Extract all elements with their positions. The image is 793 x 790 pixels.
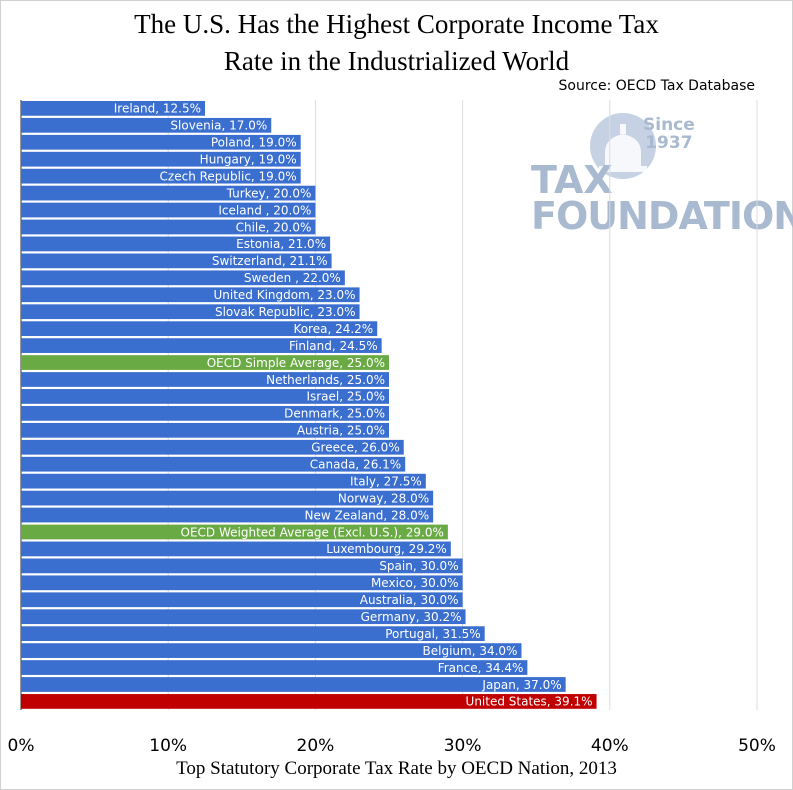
bar-data-label: Netherlands, 25.0% [266, 373, 385, 387]
bar-data-label: Chile, 20.0% [236, 220, 312, 234]
bar [21, 439, 404, 455]
bar-data-label: Australia, 30.0% [360, 593, 459, 607]
x-tick-label: 50% [738, 736, 776, 756]
grid-lines [20, 100, 758, 710]
x-axis-label: Top Statutory Corporate Tax Rate by OECD… [176, 758, 617, 779]
bar-data-label: Japan, 37.0% [481, 678, 561, 692]
bar [21, 253, 332, 269]
bar-data-label: Korea, 24.2% [293, 322, 373, 336]
bar [21, 541, 451, 557]
bar [21, 134, 301, 150]
bar [21, 626, 485, 642]
bar-data-label: Czech Republic, 19.0% [160, 169, 297, 183]
bar-data-label: Turkey, 20.0% [226, 186, 312, 200]
bar [21, 219, 316, 235]
logo-foundation-text: FOUNDATION [531, 194, 793, 238]
bar [21, 304, 360, 320]
x-tick-label: 20% [297, 736, 335, 756]
bar-data-label: Israel, 25.0% [306, 390, 385, 404]
bar-data-label: OECD Weighted Average (Excl. U.S.), 29.0… [181, 525, 444, 539]
bar [21, 456, 406, 472]
bar [21, 575, 463, 591]
bar [21, 202, 316, 218]
bar [21, 490, 434, 506]
logo-tax-text: TAX [531, 158, 613, 202]
bar-data-label: Sweden , 22.0% [244, 271, 341, 285]
bar [21, 677, 566, 692]
logo-since-word: Since [643, 115, 695, 135]
bar [21, 101, 205, 116]
bar [21, 592, 463, 608]
chart-source: Source: OECD Tax Database [558, 78, 755, 94]
bar-data-label: Hungary, 19.0% [200, 153, 297, 167]
bar [21, 270, 345, 286]
bar [21, 609, 466, 625]
x-tick-labels: 0% 10% 20% 30% 40% 50% [8, 736, 776, 756]
bar-data-label: Iceland , 20.0% [218, 203, 311, 217]
x-tick-label: 0% [8, 736, 35, 756]
bar [21, 473, 426, 489]
bar [21, 287, 360, 303]
bar-data-label: Poland, 19.0% [211, 136, 297, 150]
bar [21, 660, 528, 675]
bar [21, 422, 389, 438]
bar [21, 321, 378, 337]
bar-data-label: Slovenia, 17.0% [170, 119, 267, 133]
bar-data-label: United States, 39.1% [466, 695, 593, 709]
bar-data-label: Greece, 26.0% [311, 441, 399, 455]
bar-data-label: Ireland, 12.5% [114, 102, 201, 116]
bar-data-label: Luxembourg, 29.2% [326, 542, 447, 556]
bar [21, 117, 272, 133]
bar-data-label: Portugal, 31.5% [385, 627, 480, 641]
bar [21, 694, 597, 709]
bar-data-label: New Zealand, 28.0% [305, 508, 430, 522]
x-tick-label: 40% [591, 736, 629, 756]
bar [21, 507, 434, 523]
bar-data-label: Finland, 24.5% [289, 339, 378, 353]
bar [21, 524, 448, 540]
logo-since: Since 1937 [643, 116, 695, 152]
bar-data-label: Canada, 26.1% [310, 458, 401, 472]
bars: Ireland, 12.5% Slovenia, 17.0% Poland, 19.… [21, 101, 597, 709]
bar [21, 389, 389, 404]
bar-data-label: Spain, 30.0% [379, 559, 458, 573]
chart-title-line-1: The U.S. Has the Highest Corporate Incom… [134, 9, 659, 39]
logo-since-year: 1937 [645, 133, 693, 153]
bar-data-label: Switzerland, 21.1% [212, 254, 328, 268]
bar [21, 558, 463, 574]
bar-data-label: Slovak Republic, 23.0% [215, 305, 356, 319]
bar-data-label: Italy, 27.5% [350, 474, 422, 488]
bar [21, 151, 301, 167]
tax-foundation-logo: Since 1937 TAX FOUNDATION [525, 108, 793, 238]
bar-data-label: Belgium, 34.0% [423, 644, 518, 658]
bar-data-label: France, 34.4% [438, 661, 524, 675]
x-tick-label: 10% [149, 736, 187, 756]
bar [21, 185, 316, 201]
bar [21, 355, 389, 370]
chart-title-line-2: Rate in the Industrialized World [223, 46, 570, 76]
bar-data-label: Estonia, 21.0% [236, 237, 326, 251]
bar [21, 236, 331, 252]
bar-data-label: Norway, 28.0% [338, 491, 429, 505]
bar-data-label: United Kingdom, 23.0% [213, 288, 355, 302]
bar [21, 406, 389, 421]
bar-data-label: Denmark, 25.0% [284, 407, 385, 421]
bar-data-label: OECD Simple Average, 25.0% [207, 356, 385, 370]
bar [21, 338, 382, 353]
capitol-dome-icon [590, 113, 656, 179]
bar [21, 372, 389, 387]
bar-data-label: Mexico, 30.0% [371, 576, 459, 590]
bar-data-label: Austria, 25.0% [297, 424, 385, 438]
bar [21, 643, 522, 658]
bar-data-label: Germany, 30.2% [361, 610, 462, 624]
x-tick-label: 30% [444, 736, 482, 756]
bar [21, 168, 301, 184]
